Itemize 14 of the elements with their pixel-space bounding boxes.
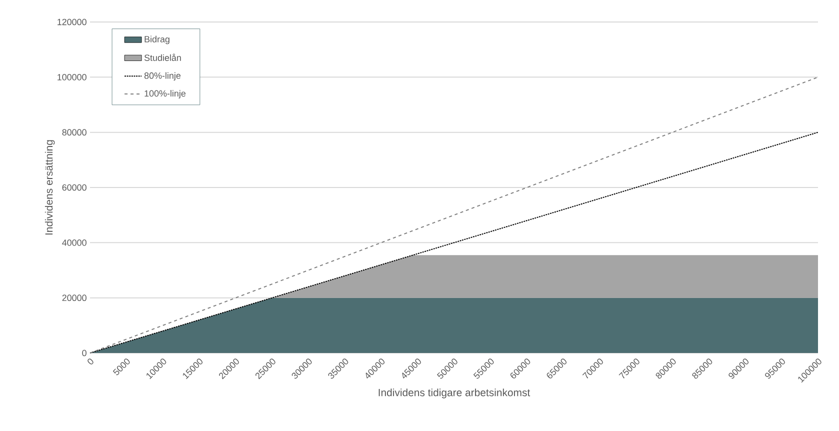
x-axis-title: Individens tidigare arbetsinkomst [378,388,530,398]
y-tick-label: 80000 [62,129,86,136]
legend-label: Studielån [144,54,181,61]
y-axis-title: Individens ersättning [44,140,55,235]
legend-label: 100%-linje [144,90,186,98]
y-tick-label: 0 [82,350,86,356]
y-tick-label: 60000 [62,184,86,191]
y-tick-label: 120000 [58,18,86,26]
legend-label: 80%-linje [144,72,181,81]
x-tick-label: 0 [88,358,94,364]
legend-label: Bidrag [144,36,170,44]
y-tick-label: 100000 [58,74,86,80]
y-tick-label: 20000 [62,294,86,302]
y-tick-label: 40000 [62,239,86,246]
